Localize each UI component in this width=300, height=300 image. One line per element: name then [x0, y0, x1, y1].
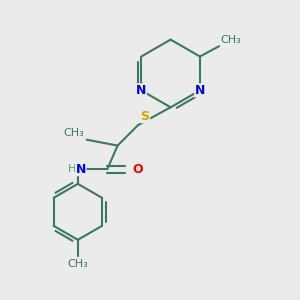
Text: H: H: [68, 164, 76, 174]
Text: S: S: [141, 110, 150, 123]
Text: N: N: [76, 163, 86, 176]
Text: O: O: [132, 163, 143, 176]
Text: CH₃: CH₃: [220, 35, 241, 45]
Text: CH₃: CH₃: [68, 259, 88, 269]
Text: N: N: [195, 84, 205, 97]
Text: CH₃: CH₃: [64, 128, 84, 138]
Text: N: N: [136, 84, 146, 97]
